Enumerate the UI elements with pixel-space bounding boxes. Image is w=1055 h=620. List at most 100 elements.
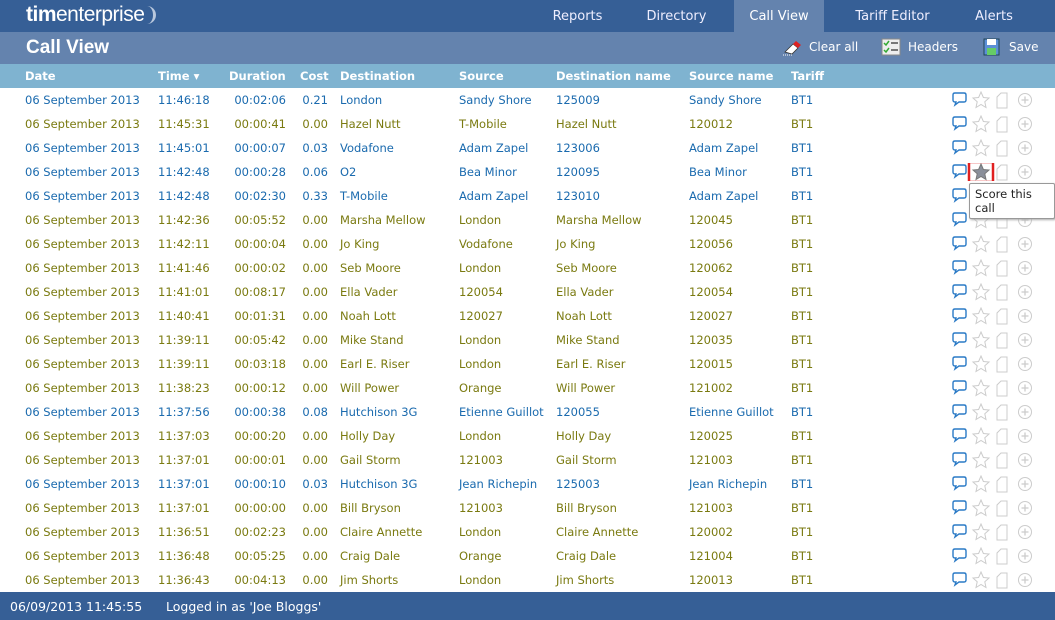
star-icon[interactable] <box>971 450 991 469</box>
comment-icon[interactable] <box>952 452 967 467</box>
table-row[interactable]: 06 September 2013 11:36:51 00:02:23 0.00 Cla… <box>0 520 1055 544</box>
add-icon[interactable] <box>1018 405 1032 419</box>
comment-icon[interactable] <box>952 500 967 515</box>
comment-icon[interactable] <box>952 212 967 227</box>
tag-icon[interactable] <box>996 500 1008 517</box>
col-cost[interactable]: Cost <box>300 69 329 83</box>
tag-icon[interactable] <box>996 116 1008 133</box>
tag-icon[interactable] <box>996 452 1008 469</box>
table-row[interactable]: 06 September 2013 11:41:46 00:00:02 0.00 Seb… <box>0 256 1055 280</box>
col-time[interactable]: Time ▾ <box>158 69 200 83</box>
nav-tariff-editor[interactable]: Tariff Editor <box>855 8 930 24</box>
star-icon[interactable] <box>971 546 991 565</box>
star-icon[interactable] <box>971 138 991 157</box>
star-icon[interactable] <box>971 162 991 181</box>
table-row[interactable]: 06 September 2013 11:41:01 00:08:17 0.00 Ell… <box>0 280 1055 304</box>
star-icon[interactable] <box>971 378 991 397</box>
tag-icon[interactable] <box>996 572 1008 589</box>
comment-icon[interactable] <box>952 572 967 587</box>
add-icon[interactable] <box>1018 141 1032 155</box>
save-button[interactable]: Save <box>982 38 1038 56</box>
comment-icon[interactable] <box>952 188 967 203</box>
table-row[interactable]: 06 September 2013 11:42:48 00:02:30 0.33 T-M… <box>0 184 1055 208</box>
nav-alerts[interactable]: Alerts <box>975 8 1013 24</box>
star-icon[interactable] <box>971 522 991 541</box>
add-icon[interactable] <box>1018 309 1032 323</box>
star-icon[interactable] <box>971 114 991 133</box>
headers-button[interactable]: Headers <box>881 38 958 56</box>
tag-icon[interactable] <box>996 524 1008 541</box>
table-row[interactable]: 06 September 2013 11:45:31 00:00:41 0.00 Haz… <box>0 112 1055 136</box>
comment-icon[interactable] <box>952 356 967 371</box>
star-icon[interactable] <box>971 426 991 445</box>
tag-icon[interactable] <box>996 236 1008 253</box>
star-icon[interactable] <box>971 90 991 109</box>
comment-icon[interactable] <box>952 404 967 419</box>
tag-icon[interactable] <box>996 380 1008 397</box>
table-row[interactable]: 06 September 2013 11:37:01 00:00:00 0.00 Bil… <box>0 496 1055 520</box>
table-row[interactable]: 06 September 2013 11:37:01 00:00:01 0.00 Gai… <box>0 448 1055 472</box>
tag-icon[interactable] <box>996 548 1008 565</box>
comment-icon[interactable] <box>952 164 967 179</box>
add-icon[interactable] <box>1018 285 1032 299</box>
table-row[interactable]: 06 September 2013 11:46:18 00:02:06 0.21 Lon… <box>0 88 1055 112</box>
star-icon[interactable] <box>971 330 991 349</box>
tag-icon[interactable] <box>996 140 1008 157</box>
add-icon[interactable] <box>1018 333 1032 347</box>
tag-icon[interactable] <box>996 332 1008 349</box>
clear-all-button[interactable]: Clear all <box>782 38 858 56</box>
col-date[interactable]: Date <box>25 69 56 83</box>
add-icon[interactable] <box>1018 477 1032 491</box>
nav-reports[interactable]: Reports <box>552 8 603 24</box>
star-icon[interactable] <box>971 570 991 589</box>
add-icon[interactable] <box>1018 237 1032 251</box>
table-row[interactable]: 06 September 2013 11:39:11 00:05:42 0.00 Mik… <box>0 328 1055 352</box>
table-row[interactable]: 06 September 2013 11:36:48 00:05:25 0.00 Cra… <box>0 544 1055 568</box>
tag-icon[interactable] <box>996 308 1008 325</box>
comment-icon[interactable] <box>952 284 967 299</box>
add-icon[interactable] <box>1018 165 1032 179</box>
tag-icon[interactable] <box>996 164 1008 181</box>
table-row[interactable]: 06 September 2013 11:40:41 00:01:31 0.00 Noa… <box>0 304 1055 328</box>
table-row[interactable]: 06 September 2013 11:45:01 00:00:07 0.03 Vod… <box>0 136 1055 160</box>
add-icon[interactable] <box>1018 261 1032 275</box>
tag-icon[interactable] <box>996 92 1008 109</box>
star-icon[interactable] <box>971 474 991 493</box>
nav-directory[interactable]: Directory <box>646 8 707 24</box>
table-row[interactable]: 06 September 2013 11:37:03 00:00:20 0.00 Hol… <box>0 424 1055 448</box>
star-icon[interactable] <box>971 354 991 373</box>
nav-call-view[interactable]: Call View <box>734 0 824 32</box>
table-row[interactable]: 06 September 2013 11:42:48 00:00:28 0.06 O2 B… <box>0 160 1055 184</box>
star-icon[interactable] <box>971 306 991 325</box>
add-icon[interactable] <box>1018 117 1032 131</box>
comment-icon[interactable] <box>952 140 967 155</box>
col-destination-name[interactable]: Destination name <box>556 69 671 83</box>
add-icon[interactable] <box>1018 453 1032 467</box>
add-icon[interactable] <box>1018 501 1032 515</box>
table-row[interactable]: 06 September 2013 11:37:01 00:00:10 0.03 Hut… <box>0 472 1055 496</box>
tag-icon[interactable] <box>996 404 1008 421</box>
add-icon[interactable] <box>1018 573 1032 587</box>
add-icon[interactable] <box>1018 549 1032 563</box>
tag-icon[interactable] <box>996 260 1008 277</box>
comment-icon[interactable] <box>952 380 967 395</box>
table-row[interactable]: 06 September 2013 11:38:23 00:00:12 0.00 Wil… <box>0 376 1055 400</box>
comment-icon[interactable] <box>952 548 967 563</box>
tag-icon[interactable] <box>996 428 1008 445</box>
col-duration[interactable]: Duration <box>229 69 286 83</box>
comment-icon[interactable] <box>952 92 967 107</box>
star-icon[interactable] <box>971 402 991 421</box>
table-row[interactable]: 06 September 2013 11:42:11 00:00:04 0.00 Jo … <box>0 232 1055 256</box>
star-icon[interactable] <box>971 282 991 301</box>
comment-icon[interactable] <box>952 332 967 347</box>
add-icon[interactable] <box>1018 381 1032 395</box>
comment-icon[interactable] <box>952 308 967 323</box>
tag-icon[interactable] <box>996 476 1008 493</box>
comment-icon[interactable] <box>952 428 967 443</box>
col-tariff[interactable]: Tariff <box>791 69 825 83</box>
add-icon[interactable] <box>1018 93 1032 107</box>
comment-icon[interactable] <box>952 236 967 251</box>
table-row[interactable]: 06 September 2013 11:39:11 00:03:18 0.00 Ear… <box>0 352 1055 376</box>
comment-icon[interactable] <box>952 260 967 275</box>
col-destination[interactable]: Destination <box>340 69 416 83</box>
